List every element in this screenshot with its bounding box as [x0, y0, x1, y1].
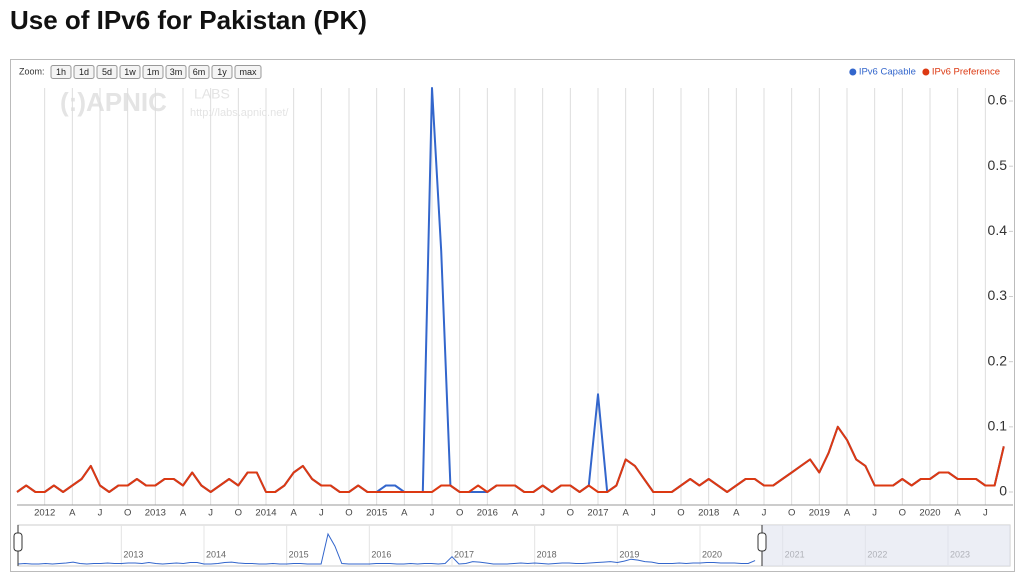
x-tick-label: O — [899, 508, 906, 519]
navigator-handle[interactable] — [13, 532, 23, 552]
x-tick-label: 2014 — [255, 508, 276, 519]
navigator-unselected — [762, 525, 1010, 566]
zoom-label: Zoom: — [19, 66, 45, 76]
zoom-button[interactable] — [188, 65, 210, 79]
x-tick-label: A — [180, 508, 187, 519]
x-tick-label: O — [567, 508, 574, 519]
zoom-button[interactable] — [119, 65, 141, 79]
legend-label: IPv6 Preference — [932, 67, 1000, 78]
y-tick-label: 0.6 — [988, 92, 1008, 108]
x-tick-label: J — [762, 508, 767, 519]
x-tick-label: 2018 — [698, 508, 719, 519]
y-tick-label: 0.2 — [988, 352, 1008, 368]
zoom-button[interactable] — [165, 65, 187, 79]
zoom-button-label[interactable]: 1w — [124, 67, 136, 77]
x-tick-label: O — [124, 508, 131, 519]
y-tick-label: 0.4 — [988, 222, 1008, 238]
x-tick-label: A — [69, 508, 76, 519]
x-tick-label: J — [98, 508, 103, 519]
x-tick-label: O — [456, 508, 463, 519]
x-tick-label: A — [954, 508, 961, 519]
zoom-button-label[interactable]: max — [239, 67, 257, 77]
x-tick-label: A — [844, 508, 851, 519]
legend-label: IPv6 Capable — [859, 67, 916, 78]
legend-swatch — [849, 68, 857, 76]
y-tick-label: 0 — [999, 483, 1007, 499]
x-tick-label: J — [319, 508, 324, 519]
x-tick-label: J — [872, 508, 877, 519]
watermark-logo: (:)APNIC — [60, 87, 167, 117]
zoom-button-label[interactable]: 3m — [170, 67, 183, 77]
zoom-button-label[interactable]: 1d — [79, 67, 89, 77]
x-tick-label: J — [540, 508, 545, 519]
x-tick-label: J — [983, 508, 988, 519]
watermark-labs: LABS — [194, 86, 230, 102]
zoom-button[interactable] — [234, 65, 262, 79]
zoom-button-label[interactable]: 1y — [217, 67, 227, 77]
navigator-tick-label: 2016 — [371, 549, 391, 559]
x-tick-label: J — [430, 508, 435, 519]
chart-frame — [10, 59, 1015, 572]
x-tick-label: 2019 — [809, 508, 830, 519]
zoom-button[interactable] — [73, 65, 95, 79]
zoom-button-label[interactable]: 1m — [147, 67, 160, 77]
series-line — [16, 425, 1005, 493]
x-tick-label: J — [651, 508, 656, 519]
navigator-tick-label: 2017 — [454, 549, 474, 559]
navigator-tick-label: 2015 — [289, 549, 309, 559]
x-tick-label: A — [512, 508, 519, 519]
chart-title: Use of IPv6 for Pakistan (PK) — [10, 5, 367, 35]
x-tick-label: 2020 — [919, 508, 940, 519]
x-tick-label: 2016 — [477, 508, 498, 519]
navigator-tick-label: 2014 — [206, 549, 226, 559]
zoom-button[interactable] — [211, 65, 233, 79]
x-tick-label: J — [208, 508, 213, 519]
x-tick-label: 2013 — [145, 508, 166, 519]
watermark-url: http://labs.apnic.net/ — [190, 107, 289, 119]
navigator-tick-label: 2018 — [537, 549, 557, 559]
x-tick-label: O — [677, 508, 684, 519]
x-tick-label: A — [733, 508, 740, 519]
x-tick-label: A — [622, 508, 629, 519]
zoom-button-label[interactable]: 5d — [102, 67, 112, 77]
navigator-tick-label: 2019 — [619, 549, 639, 559]
x-tick-label: O — [788, 508, 795, 519]
zoom-button-label[interactable]: 6m — [193, 67, 206, 77]
x-tick-label: O — [345, 508, 352, 519]
x-tick-label: 2012 — [34, 508, 55, 519]
y-tick-label: 0.3 — [988, 287, 1008, 303]
zoom-button[interactable] — [96, 65, 118, 79]
y-tick-label: 0.5 — [988, 157, 1008, 173]
legend-swatch — [922, 68, 930, 76]
zoom-button[interactable] — [50, 65, 72, 79]
x-tick-label: O — [235, 508, 242, 519]
zoom-button-label[interactable]: 1h — [56, 67, 66, 77]
navigator-line — [17, 532, 756, 565]
navigator-tick-label: 2020 — [702, 549, 722, 559]
zoom-button[interactable] — [142, 65, 164, 79]
navigator-tick-label: 2013 — [123, 549, 143, 559]
x-tick-label: A — [401, 508, 408, 519]
x-tick-label: A — [290, 508, 297, 519]
navigator-handle[interactable] — [757, 532, 767, 552]
y-tick-label: 0.1 — [988, 418, 1008, 434]
x-tick-label: 2017 — [587, 508, 608, 519]
x-tick-label: 2015 — [366, 508, 387, 519]
